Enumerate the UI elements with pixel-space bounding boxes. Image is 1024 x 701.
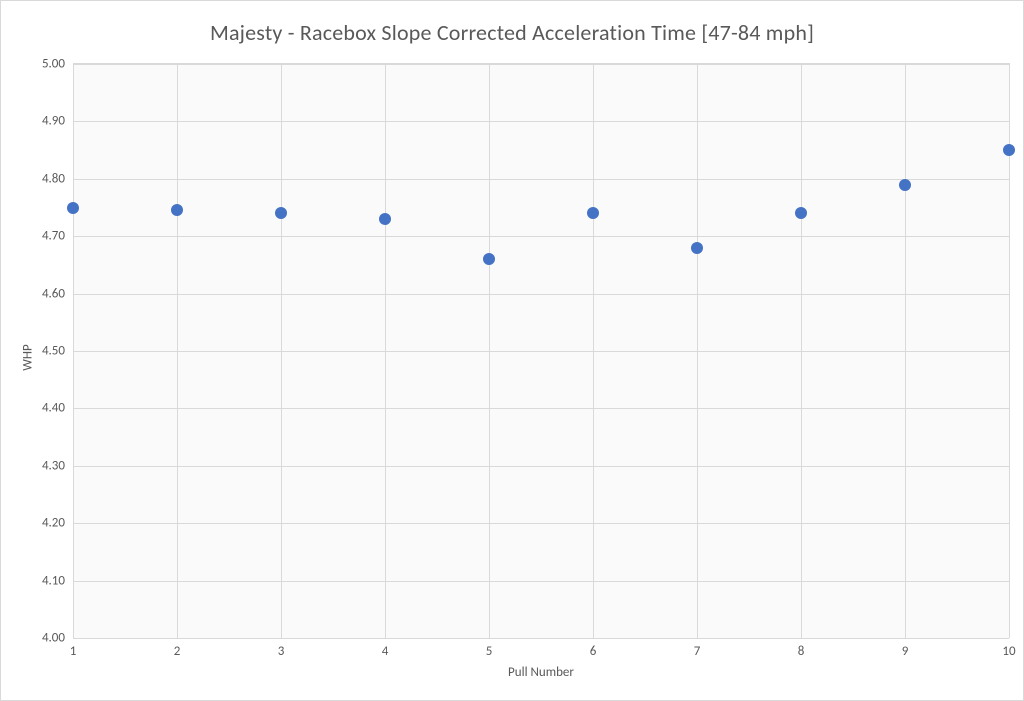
gridline-vertical [801,64,802,638]
y-tick-label: 4.80 [42,171,73,186]
gridline-vertical [489,64,490,638]
data-point [67,202,79,214]
gridline-vertical [177,64,178,638]
x-tick-label: 1 [70,638,77,659]
x-axis-label: Pull Number [501,665,581,680]
x-tick-label: 8 [798,638,805,659]
y-axis-label: WHP [21,344,36,370]
chart-container: Majesty - Racebox Slope Corrected Accele… [0,0,1024,701]
y-tick-label: 4.20 [42,516,73,531]
data-point [483,253,495,265]
data-point [587,207,599,219]
x-tick-label: 6 [590,638,597,659]
data-point [1003,144,1015,156]
y-tick-label: 4.90 [42,114,73,129]
x-tick-label: 7 [694,638,701,659]
gridline-horizontal [73,294,1009,295]
x-tick-label: 9 [902,638,909,659]
gridline-horizontal [73,236,1009,237]
gridline-horizontal [73,121,1009,122]
gridline-horizontal [73,408,1009,409]
data-point [691,242,703,254]
y-tick-label: 4.30 [42,458,73,473]
gridline-vertical [593,64,594,638]
y-tick-label: 4.70 [42,229,73,244]
data-point [795,207,807,219]
chart-title: Majesty - Racebox Slope Corrected Accele… [1,19,1023,46]
gridline-horizontal [73,523,1009,524]
x-tick-label: 5 [486,638,493,659]
y-tick-label: 4.00 [42,631,73,646]
y-tick-label: 5.00 [42,57,73,72]
gridline-horizontal [73,638,1009,639]
y-tick-label: 4.50 [42,344,73,359]
gridline-horizontal [73,351,1009,352]
x-tick-label: 3 [278,638,285,659]
data-point [171,204,183,216]
gridline-vertical [385,64,386,638]
y-tick-label: 4.40 [42,401,73,416]
gridline-vertical [905,64,906,638]
data-point [275,207,287,219]
gridline-horizontal [73,581,1009,582]
y-tick-label: 4.60 [42,286,73,301]
x-tick-label: 2 [174,638,181,659]
x-tick-label: 10 [1002,638,1015,659]
gridline-horizontal [73,466,1009,467]
gridline-horizontal [73,179,1009,180]
gridline-horizontal [73,64,1009,65]
gridline-vertical [281,64,282,638]
y-tick-label: 4.10 [42,573,73,588]
x-tick-label: 4 [382,638,389,659]
data-point [379,213,391,225]
data-point [899,179,911,191]
gridline-vertical [73,64,74,638]
gridline-vertical [697,64,698,638]
plot-area: 4.004.104.204.304.404.504.604.704.804.90… [73,63,1010,638]
